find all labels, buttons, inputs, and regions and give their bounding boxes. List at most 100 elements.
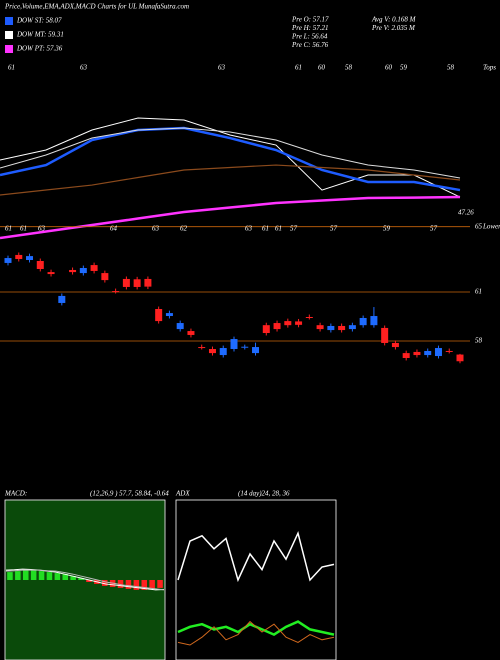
low-label: 62 xyxy=(180,225,188,233)
candle-body xyxy=(391,342,399,348)
candle-body xyxy=(165,313,173,317)
candle-body xyxy=(305,317,313,319)
line xyxy=(177,620,335,646)
candle-body xyxy=(144,278,152,287)
top-label-title: Tops xyxy=(483,64,496,72)
candle-body xyxy=(58,295,66,303)
candle-body xyxy=(381,327,389,343)
candle-body xyxy=(4,258,12,263)
line xyxy=(0,127,461,179)
adx-subtitle: (14 day)24, 28, 36 xyxy=(238,490,290,498)
line xyxy=(0,195,461,240)
macd-bar xyxy=(117,580,124,588)
candle-body xyxy=(327,325,335,331)
candle-body xyxy=(359,317,367,326)
candle-body xyxy=(112,291,120,293)
low-label: 63 xyxy=(152,225,160,233)
candle-body xyxy=(445,350,453,352)
candle-body xyxy=(36,260,44,269)
dow-label: DOW PT: 57.36 xyxy=(16,45,63,53)
line xyxy=(0,117,461,198)
candle-body xyxy=(241,346,249,348)
macd-bar xyxy=(78,578,84,580)
dow-swatch xyxy=(5,45,13,53)
candle-body xyxy=(434,348,442,357)
candle-body xyxy=(208,349,216,354)
adx-frame xyxy=(175,499,337,660)
top-label: 61 xyxy=(295,64,302,72)
candle-body xyxy=(402,353,410,358)
low-label: 57 xyxy=(330,225,338,233)
macd-subtitle: (12,26,9 ) 57.7, 58.84, -0.64 xyxy=(90,490,169,498)
top-label: 63 xyxy=(218,64,226,72)
candle-body xyxy=(101,273,109,281)
macd-bar xyxy=(30,570,37,580)
low-label: 63 xyxy=(38,225,46,233)
dow-label: DOW MT: 59.31 xyxy=(16,31,64,39)
top-label: 60 xyxy=(318,64,326,72)
dow-swatch xyxy=(5,31,13,39)
macd-frame xyxy=(4,499,166,660)
candle-body xyxy=(273,323,281,330)
macd-bar xyxy=(133,580,140,590)
macd-bar xyxy=(7,572,13,580)
candle-body xyxy=(316,325,324,330)
macd-bar xyxy=(38,571,45,580)
adx-title: ADX xyxy=(175,490,190,498)
macd-bar xyxy=(15,571,21,580)
dow-label: DOW ST: 58.07 xyxy=(16,17,62,25)
candle-body xyxy=(187,331,195,335)
macd-bar xyxy=(46,572,53,580)
y-tick-label: 65 xyxy=(475,222,483,230)
stat: Avg V: 0.168 M xyxy=(371,16,417,24)
candle-body xyxy=(15,254,23,260)
line xyxy=(5,569,165,591)
candle-body xyxy=(122,278,130,287)
macd-bar xyxy=(157,580,163,588)
macd-bar xyxy=(54,573,61,580)
page-title: Price,Volume,EMA,ADX,MACD Charts for UL … xyxy=(4,3,189,11)
candle-body xyxy=(69,269,77,273)
macd-bar xyxy=(141,580,148,590)
top-label: 63 xyxy=(80,64,88,72)
candle-body xyxy=(47,272,55,275)
candle-body xyxy=(295,321,303,325)
low-label: 61 xyxy=(275,225,282,233)
line xyxy=(0,126,461,192)
candle-body xyxy=(348,325,356,330)
low-label: 61 xyxy=(262,225,269,233)
macd-bar xyxy=(22,570,29,580)
stat: Pre O: 57.17 xyxy=(291,16,329,24)
macd-bar xyxy=(149,580,155,589)
dow-swatch xyxy=(5,17,13,25)
macd-bar xyxy=(101,580,108,586)
candle-body xyxy=(198,347,206,349)
y-tick-label: 58 xyxy=(475,337,483,345)
top-label: 58 xyxy=(345,64,353,72)
y-tick-note: Lower xyxy=(482,222,500,230)
top-label: 60 xyxy=(385,64,393,72)
candle-body xyxy=(26,256,34,261)
macd-title: MACD: xyxy=(4,490,27,498)
line xyxy=(0,164,461,196)
macd-background xyxy=(5,500,165,660)
candle-body xyxy=(230,339,238,350)
candle-body xyxy=(284,321,292,326)
line xyxy=(177,620,335,637)
macd-bar xyxy=(70,576,76,580)
candle-body xyxy=(424,350,432,356)
stat: Pre H: 57.21 xyxy=(291,24,328,32)
low-label: 59 xyxy=(383,225,391,233)
candle-body xyxy=(79,268,87,274)
low-label: 61 xyxy=(5,225,12,233)
candle-body xyxy=(155,309,163,322)
candle-body xyxy=(338,325,346,331)
candle-body xyxy=(456,354,464,362)
stat: Pre L: 56.64 xyxy=(291,33,328,41)
top-label: 58 xyxy=(447,64,455,72)
candle-body xyxy=(370,316,378,326)
y-tick-label: 61 xyxy=(475,288,482,296)
top-label: 61 xyxy=(8,64,15,72)
